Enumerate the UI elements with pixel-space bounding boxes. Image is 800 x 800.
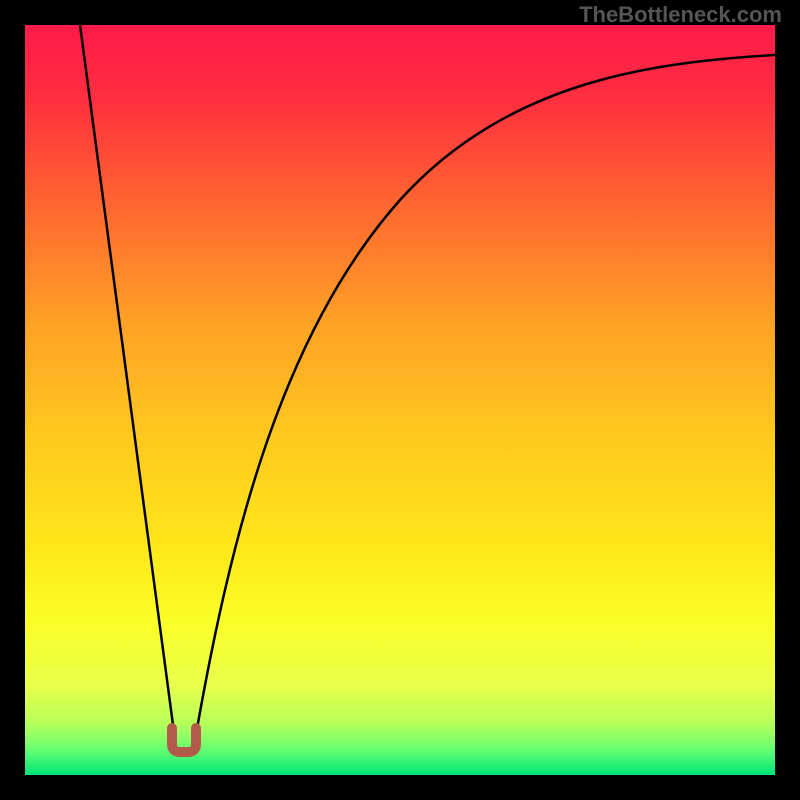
watermark-text: TheBottleneck.com — [579, 2, 782, 28]
chart-container: TheBottleneck.com — [0, 0, 800, 800]
plot-area — [25, 25, 775, 775]
gradient-chart — [0, 0, 800, 800]
